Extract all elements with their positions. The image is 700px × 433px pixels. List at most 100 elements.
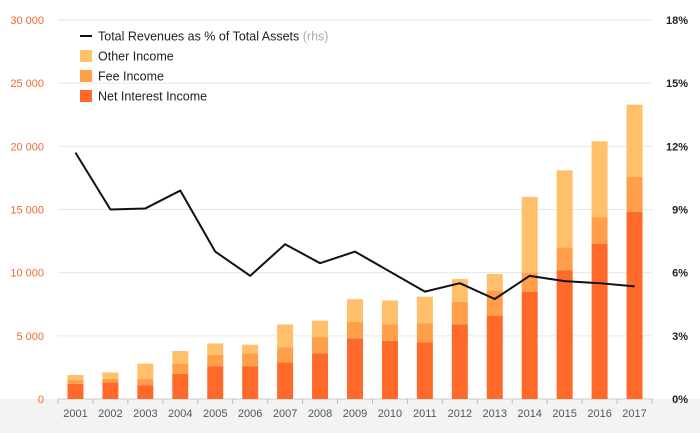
x-tick-label: 2008 — [308, 408, 332, 420]
bar-fee-income-2015 — [556, 247, 573, 271]
legend: Total Revenues as % of Total Assets (rhs… — [80, 30, 328, 104]
bar-fee-income-2005 — [207, 354, 224, 367]
bar-fee-income-2010 — [381, 324, 398, 341]
bar-other-income-2017 — [626, 104, 643, 177]
bar-other-income-2004 — [172, 350, 189, 364]
legend-label: Other Income — [98, 50, 174, 64]
bar-net-interest-income-2008 — [312, 353, 329, 399]
y-right-tick-label: 9% — [672, 205, 688, 217]
legend-item: Fee Income — [80, 70, 164, 84]
bar-net-interest-income-2003 — [137, 385, 154, 399]
x-tick-label: 2012 — [448, 408, 472, 420]
bar-fee-income-2009 — [347, 321, 363, 339]
y-left-tick-label: 20 000 — [10, 141, 44, 153]
legend-label: Fee Income — [98, 70, 164, 84]
x-tick-label: 2016 — [587, 408, 611, 420]
y-left-tick-label: 30 000 — [10, 15, 44, 27]
x-tick-label: 2014 — [517, 408, 541, 420]
legend-label: Total Revenues as % of Total Assets (rhs… — [98, 30, 328, 44]
x-tick-label: 2005 — [203, 408, 227, 420]
ratio-line — [74, 152, 635, 300]
y-left-tick-label: 25 000 — [10, 78, 44, 90]
legend-note: (rhs) — [299, 30, 328, 44]
y-right-tick-label: 18% — [666, 15, 688, 27]
legend-item: Total Revenues as % of Total Assets (rhs… — [80, 30, 328, 44]
left-axis: 0 5 000 10 000 15 000 20 000 25 000 30 000 — [10, 15, 44, 406]
bar-fee-income-2016 — [591, 217, 608, 244]
bar-net-interest-income-2014 — [521, 291, 538, 399]
bar-other-income-2003 — [137, 363, 154, 379]
x-tick-label: 2015 — [552, 408, 576, 420]
bar-fee-income-2017 — [626, 176, 643, 213]
x-tick-label: 2013 — [483, 408, 507, 420]
bar-net-interest-income-2001 — [67, 383, 84, 399]
bar-net-interest-income-2009 — [347, 338, 363, 399]
bar-other-income-2014 — [521, 196, 538, 273]
x-tick-label: 2011 — [413, 408, 437, 420]
ratio-line-path — [74, 152, 635, 300]
bar-other-income-2016 — [591, 141, 608, 218]
x-axis-band — [0, 399, 700, 433]
bar-net-interest-income-2010 — [381, 340, 398, 399]
bar-fee-income-2004 — [172, 363, 189, 374]
bar-fee-income-2003 — [137, 378, 154, 386]
bar-other-income-2006 — [242, 344, 259, 354]
bar-other-income-2002 — [102, 372, 119, 379]
bar-other-income-2001 — [67, 375, 84, 381]
bar-other-income-2015 — [556, 170, 573, 248]
bar-fee-income-2002 — [102, 378, 119, 383]
y-right-tick-label: 15% — [666, 78, 688, 90]
x-tick-label: 2006 — [238, 408, 262, 420]
bar-fee-income-2001 — [67, 380, 84, 384]
x-tick-label: 2003 — [133, 408, 157, 420]
bar-net-interest-income-2004 — [172, 373, 189, 399]
y-right-tick-label: 0% — [672, 394, 688, 406]
bar-other-income-2009 — [347, 299, 363, 322]
legend-item: Other Income — [80, 50, 174, 64]
legend-swatch — [80, 90, 92, 102]
bar-other-income-2005 — [207, 343, 224, 355]
bar-fee-income-2006 — [242, 353, 259, 367]
y-left-tick-label: 0 — [38, 394, 44, 406]
x-axis: 2001 2002 2003 2004 2005 2006 2007 2008 2009 2010… — [57, 399, 653, 420]
y-right-tick-label: 12% — [666, 141, 688, 153]
bar-net-interest-income-2012 — [451, 324, 468, 399]
y-left-tick-label: 5 000 — [16, 331, 44, 343]
bar-other-income-2013 — [486, 273, 503, 291]
bar-net-interest-income-2013 — [486, 315, 503, 399]
right-axis: 0% 3% 6% 9% 12% 15% 18% — [666, 15, 688, 406]
bar-net-interest-income-2007 — [277, 362, 294, 399]
bar-net-interest-income-2006 — [242, 366, 259, 399]
bar-net-interest-income-2017 — [626, 212, 643, 399]
bar-other-income-2011 — [416, 296, 433, 324]
bar-net-interest-income-2002 — [102, 382, 119, 399]
bar-net-interest-income-2016 — [591, 243, 608, 399]
bar-fee-income-2008 — [312, 337, 329, 354]
x-tick-label: 2004 — [168, 408, 192, 420]
y-left-tick-label: 15 000 — [10, 205, 44, 217]
y-right-tick-label: 6% — [672, 268, 688, 280]
x-tick-label: 2010 — [378, 408, 402, 420]
bar-net-interest-income-2015 — [556, 270, 573, 399]
legend-label: Net Interest Income — [98, 90, 207, 104]
bar-net-interest-income-2005 — [207, 366, 224, 399]
x-tick-label: 2009 — [343, 408, 367, 420]
bar-other-income-2007 — [277, 324, 294, 348]
bar-other-income-2010 — [381, 300, 398, 325]
y-left-tick-label: 10 000 — [10, 268, 44, 280]
bar-fee-income-2007 — [277, 347, 294, 363]
x-tick-label: 2017 — [622, 408, 646, 420]
bar-other-income-2008 — [312, 320, 329, 338]
legend-item: Net Interest Income — [80, 90, 207, 104]
bar-fee-income-2012 — [451, 301, 468, 325]
legend-swatch — [80, 50, 92, 62]
bar-fee-income-2011 — [416, 323, 433, 343]
x-tick-label: 2001 — [63, 408, 87, 420]
x-tick-label: 2007 — [273, 408, 297, 420]
bar-net-interest-income-2011 — [416, 342, 433, 399]
legend-swatch — [80, 70, 92, 82]
x-tick-label: 2002 — [98, 408, 122, 420]
y-right-tick-label: 3% — [672, 331, 688, 343]
